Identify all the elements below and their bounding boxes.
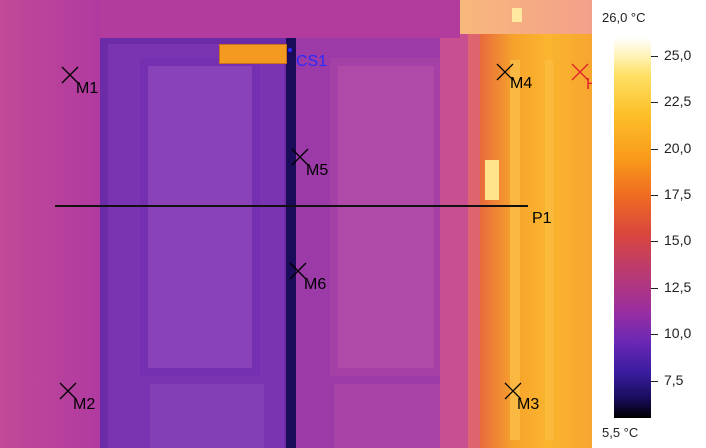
scale-tick	[651, 194, 658, 196]
cross-icon	[496, 63, 514, 81]
temperature-scale: 26,0 °C 25,0 22,5 20,0 17,5 15,0 12,5 10,0 7,5 …	[592, 0, 706, 448]
scale-tick	[651, 102, 658, 104]
scale-tick-label: 12,5	[664, 278, 692, 295]
thermal-image: M1 M2 M3 M4 M5 M6 H CS1 P1	[0, 0, 592, 448]
scale-max-label: 26,0 °C	[602, 10, 646, 25]
scale-tick	[651, 380, 658, 382]
cursor-label: CS1	[296, 53, 328, 70]
profile-line-p1	[55, 205, 528, 207]
cross-icon	[59, 382, 77, 400]
cross-icon	[571, 63, 589, 81]
scale-tick-label: 17,5	[664, 185, 692, 202]
scale-tick	[651, 148, 658, 150]
marker-label: M5	[306, 162, 329, 179]
scale-min-label: 5,5 °C	[602, 425, 639, 440]
scale-tick	[651, 287, 658, 289]
scale-tick	[651, 334, 658, 336]
thermal-scene	[0, 0, 592, 448]
scale-tick-label: 20,0	[664, 139, 692, 156]
scale-tick-label: 10,0	[664, 325, 692, 342]
cursor-spot-box	[219, 44, 287, 64]
scale-tick-label: 15,0	[664, 232, 692, 249]
marker-label: M1	[76, 80, 99, 97]
scale-tick-label: 22,5	[664, 93, 692, 110]
cross-icon	[61, 66, 79, 84]
scale-tick	[651, 55, 658, 57]
scale-tick-label: 7,5	[664, 371, 684, 388]
scale-color-bar	[614, 37, 651, 418]
cross-icon	[291, 148, 309, 166]
marker-label: H	[586, 76, 592, 93]
cross-icon	[504, 382, 522, 400]
cursor-dot-icon	[288, 48, 292, 52]
marker-label: M4	[510, 75, 533, 92]
marker-label: M6	[304, 276, 327, 293]
cross-icon	[289, 262, 307, 280]
marker-label: M3	[517, 396, 540, 413]
marker-label: M2	[73, 396, 96, 413]
scale-tick	[651, 241, 658, 243]
scale-tick-label: 25,0	[664, 46, 692, 63]
profile-label: P1	[532, 210, 552, 227]
